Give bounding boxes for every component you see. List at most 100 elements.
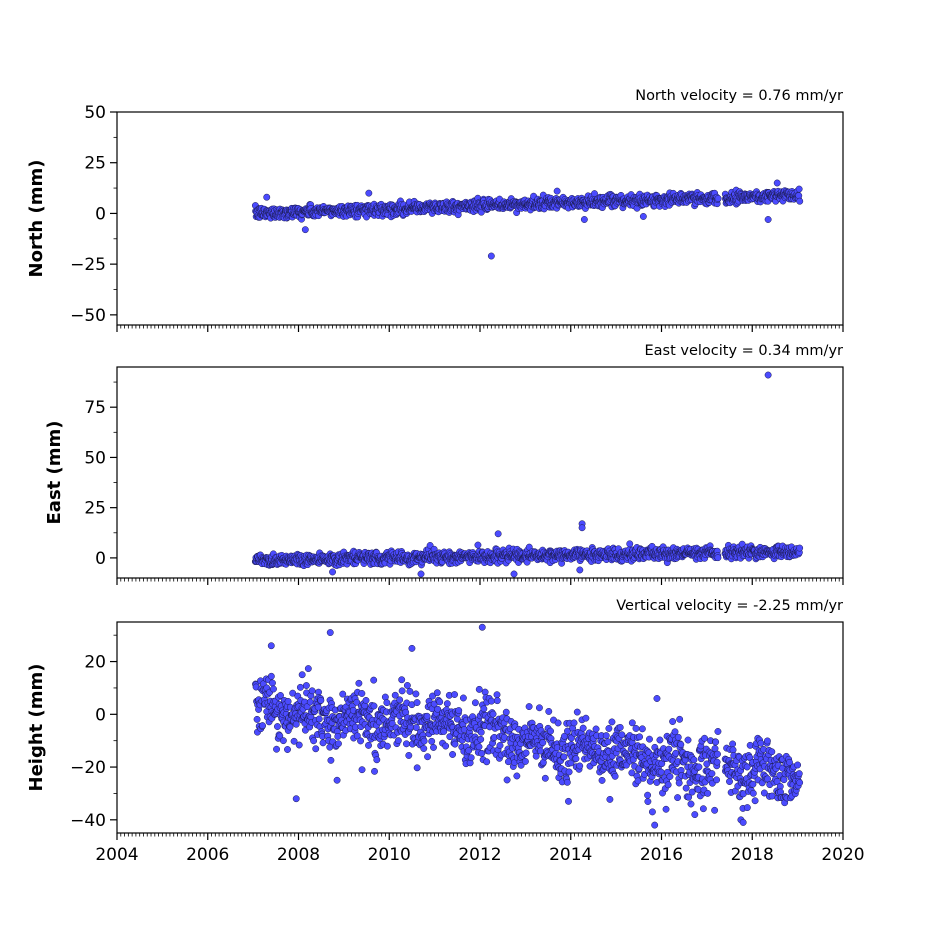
height-point <box>451 691 458 698</box>
north-points <box>251 179 804 260</box>
height-outlier-point <box>648 808 656 816</box>
height-outlier-point <box>408 644 416 652</box>
height-point <box>676 715 684 723</box>
height-point <box>563 778 571 786</box>
east-points <box>251 371 804 578</box>
height-point <box>684 736 692 744</box>
height-point <box>371 767 378 775</box>
height-point <box>522 749 530 757</box>
y-tick-label: −25 <box>70 255 106 275</box>
height-point <box>394 737 402 745</box>
height-point <box>433 689 441 697</box>
height-outlier-point <box>358 766 366 774</box>
height-point <box>353 732 361 740</box>
height-point <box>521 757 529 765</box>
height-point <box>525 703 533 711</box>
height-point <box>420 745 428 752</box>
height-point <box>424 753 432 761</box>
height-point <box>391 691 399 699</box>
height-point <box>743 804 751 812</box>
east-outlier-point <box>329 568 336 576</box>
height-point <box>554 719 562 727</box>
height-point <box>690 756 698 764</box>
height-point <box>317 696 325 704</box>
height-point <box>413 764 421 772</box>
height-point <box>274 723 281 730</box>
y-tick-label: 50 <box>84 103 106 123</box>
height-point <box>284 746 291 753</box>
height-point <box>292 720 300 728</box>
height-point <box>335 740 342 748</box>
height-point <box>539 739 547 747</box>
height-point <box>636 733 644 741</box>
y-tick-label: 0 <box>95 549 106 569</box>
height-point <box>430 744 437 751</box>
height-point <box>704 789 712 797</box>
height-point <box>442 742 450 750</box>
east-point <box>714 554 722 562</box>
height-point <box>449 751 457 758</box>
height-point <box>713 776 721 784</box>
height-point <box>362 696 370 704</box>
height-point <box>795 770 803 778</box>
height-point <box>279 737 287 745</box>
height-point <box>794 761 802 769</box>
north-outlier-point <box>301 226 309 234</box>
height-point <box>768 748 776 756</box>
x-tick-label: 2018 <box>731 845 774 865</box>
height-point <box>605 725 613 732</box>
height-point <box>315 715 323 723</box>
height-point <box>286 723 294 731</box>
height-point <box>477 728 485 736</box>
height-point <box>602 732 610 740</box>
height-point <box>339 690 347 698</box>
height-point <box>436 698 444 706</box>
height-point <box>477 735 485 743</box>
height-point <box>475 743 483 751</box>
height-outlier-point <box>662 805 670 813</box>
height-point <box>253 715 261 723</box>
north-ylabel: North (mm) <box>26 160 47 278</box>
north-point <box>796 197 804 205</box>
y-tick-label: 25 <box>84 499 106 519</box>
y-tick-label: −50 <box>70 306 106 326</box>
height-point <box>284 697 292 705</box>
height-point <box>440 727 448 735</box>
height-point <box>675 779 683 787</box>
height-point <box>764 775 772 783</box>
height-velocity-annotation: Vertical velocity = -2.25 mm/yr <box>616 598 843 614</box>
east-outlier-point <box>417 570 425 578</box>
north-outlier-point <box>263 193 271 201</box>
height-point <box>357 737 365 745</box>
height-point <box>632 725 640 732</box>
height-point <box>708 770 716 778</box>
height-point <box>547 727 554 735</box>
height-outlier-point <box>687 800 695 808</box>
height-point <box>296 683 304 691</box>
north-outlier-point <box>764 216 772 223</box>
height-outlier-point <box>565 797 572 805</box>
height-point <box>267 672 275 680</box>
east-panel: 0 25 50 75 East (mm) East velocity = 0.34 mm/… <box>44 343 844 585</box>
height-point <box>691 811 699 819</box>
height-ylabel: Height (mm) <box>26 664 47 792</box>
height-point <box>475 685 483 693</box>
y-tick-label: 25 <box>84 154 106 174</box>
height-point <box>334 733 342 740</box>
height-point <box>383 742 391 750</box>
east-ylabel: East (mm) <box>44 421 65 525</box>
height-point <box>592 725 600 733</box>
height-point <box>714 750 721 758</box>
height-point <box>644 791 652 799</box>
height-point <box>713 758 721 766</box>
height-point <box>618 731 626 739</box>
height-point <box>682 784 690 792</box>
x-tick-label: 2008 <box>277 845 320 865</box>
height-point <box>749 789 757 797</box>
height-point <box>611 772 619 780</box>
east-outlier-point <box>494 530 502 538</box>
height-point <box>532 752 540 760</box>
height-point <box>405 752 413 759</box>
north-panel: −50 −25 0 25 50 North (mm) North velocity = 0.… <box>26 88 844 332</box>
